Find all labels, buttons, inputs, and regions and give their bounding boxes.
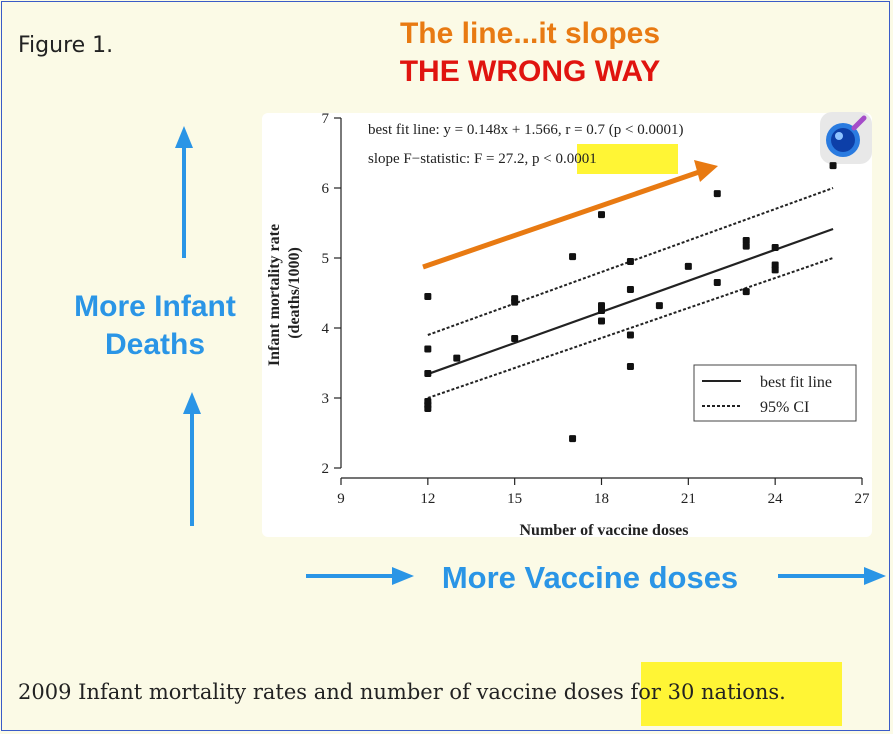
y-tick-label: 5 bbox=[322, 251, 330, 267]
data-point bbox=[655, 302, 663, 310]
best-fit-line bbox=[427, 227, 834, 376]
legend-box bbox=[693, 364, 857, 422]
figure-label: Figure 1. bbox=[18, 33, 114, 58]
legend: best fit line 95% CI bbox=[693, 364, 857, 422]
data-point bbox=[713, 190, 721, 198]
magnifier-icon[interactable] bbox=[820, 112, 872, 164]
x-axis-label: Number of vaccine doses bbox=[519, 522, 688, 539]
x-tick-label: 24 bbox=[768, 491, 784, 507]
data-point bbox=[626, 331, 634, 339]
data-point bbox=[713, 279, 721, 286]
x-tick-label: 9 bbox=[337, 491, 345, 507]
y-axis-label-line2: (deaths/1000) bbox=[286, 247, 303, 339]
direction-arrows bbox=[175, 126, 886, 585]
data-point bbox=[453, 354, 461, 362]
y-tick-label: 2 bbox=[322, 461, 330, 477]
data-point bbox=[829, 162, 837, 170]
y-direction-label: More Infant Deaths bbox=[74, 290, 236, 361]
arrow-right-left-head-icon bbox=[392, 567, 414, 585]
y-tick-label: 4 bbox=[322, 321, 330, 337]
data-point bbox=[626, 363, 634, 370]
trend-arrow-icon bbox=[422, 168, 703, 270]
headline-line1: The line...it slopes bbox=[399, 17, 661, 50]
data-point bbox=[742, 237, 750, 244]
y-axis-label-line1: Infant mortality rate bbox=[266, 224, 283, 366]
data-point bbox=[626, 258, 634, 265]
caption-highlight bbox=[641, 662, 842, 726]
caption: 2009 Infant mortality rates and number o… bbox=[18, 680, 786, 704]
data-point bbox=[626, 286, 634, 293]
y-tick-label: 3 bbox=[322, 391, 330, 407]
data-point bbox=[424, 293, 432, 300]
headline-line2: THE WRONG WAY bbox=[399, 55, 661, 88]
x-tick-label: 15 bbox=[507, 491, 522, 507]
x-tick-label: 27 bbox=[855, 491, 871, 507]
pvalue-highlight bbox=[577, 144, 678, 174]
data-point bbox=[424, 345, 432, 353]
arrow-up-top-head-icon bbox=[175, 126, 193, 148]
ci-lower-line bbox=[427, 257, 834, 399]
y-tick-label: 6 bbox=[322, 181, 330, 197]
stats-line2-pvalue: p < 0.0001 bbox=[532, 151, 597, 167]
arrow-right-right-head-icon bbox=[864, 567, 886, 585]
stats-line1: best fit line: y = 0.148x + 1.566, r = 0… bbox=[368, 122, 683, 138]
legend-best-fit: best fit line bbox=[760, 374, 832, 391]
trend-arrow-head-icon bbox=[694, 160, 718, 182]
y-ticks: 2 3 4 5 6 7 bbox=[322, 111, 341, 477]
x-direction-label: More Vaccine doses bbox=[441, 560, 739, 595]
data-point bbox=[742, 288, 750, 296]
data-point bbox=[684, 262, 692, 270]
stats-line2-prefix: slope F−statistic: F = 27.2, bbox=[368, 151, 532, 167]
data-point bbox=[598, 307, 605, 314]
data-point bbox=[771, 244, 779, 251]
x-ticks: 9 12 15 18 21 24 27 bbox=[337, 478, 870, 507]
data-point bbox=[598, 317, 605, 325]
arrow-up-bottom-head-icon bbox=[183, 392, 201, 414]
data-point bbox=[569, 253, 577, 261]
y-axis-label: Infant mortality rate (deaths/1000) bbox=[266, 220, 303, 366]
stats-line2: slope F−statistic: F = 27.2, p < 0.0001 bbox=[368, 151, 597, 167]
data-point bbox=[742, 242, 750, 250]
data-point bbox=[511, 335, 519, 342]
legend-ci: 95% CI bbox=[760, 399, 809, 416]
data-point bbox=[424, 370, 432, 377]
data-point bbox=[511, 298, 519, 306]
x-tick-label: 18 bbox=[594, 491, 609, 507]
best-fit-line-group bbox=[427, 227, 834, 376]
x-tick-label: 21 bbox=[681, 491, 696, 507]
data-points bbox=[424, 162, 837, 443]
x-tick-label: 12 bbox=[420, 491, 435, 507]
data-point bbox=[424, 405, 432, 412]
data-point bbox=[598, 211, 605, 219]
data-point bbox=[771, 266, 779, 274]
data-point bbox=[569, 435, 577, 443]
y-tick-label: 7 bbox=[322, 111, 330, 127]
